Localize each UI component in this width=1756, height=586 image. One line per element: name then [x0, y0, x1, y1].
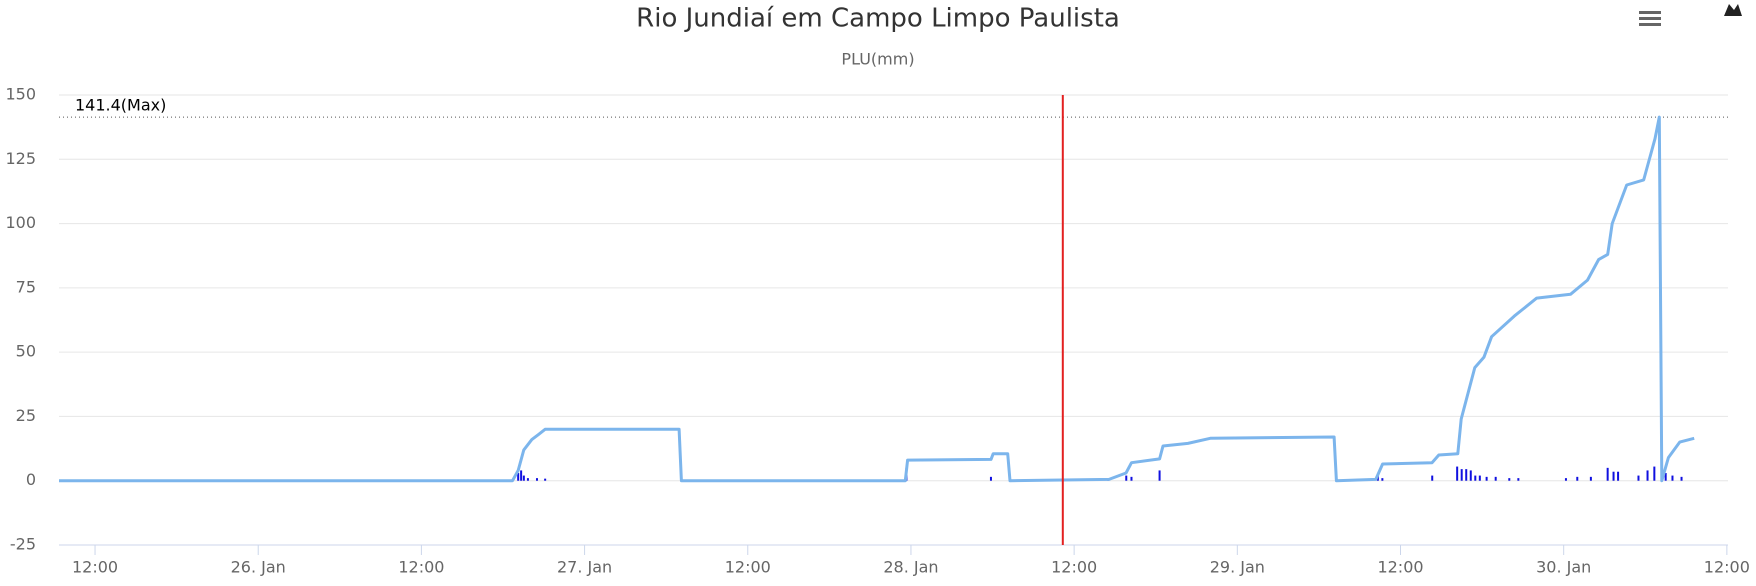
menu-bar: [1639, 17, 1661, 20]
x-tick-label: 12:00: [398, 558, 444, 577]
menu-bar: [1639, 11, 1661, 14]
x-tick-label: 12:00: [1377, 558, 1423, 577]
menu-button[interactable]: [1636, 8, 1664, 32]
max-label: 141.4(Max): [75, 96, 166, 115]
menu-bar: [1639, 23, 1661, 26]
rain-bar: [1617, 471, 1620, 481]
rain-bar: [1680, 476, 1683, 481]
rain-bar: [1508, 478, 1511, 481]
y-tick-label: 150: [5, 85, 36, 104]
rain-bar: [1478, 475, 1481, 481]
rain-bar: [526, 478, 529, 481]
rain-bar: [1469, 470, 1472, 481]
x-tick-label: 30. Jan: [1536, 558, 1591, 577]
rain-bar: [1456, 466, 1459, 481]
rain-bar: [544, 478, 547, 481]
x-tick-label: 26. Jan: [231, 558, 286, 577]
rain-bar: [1158, 470, 1161, 481]
rain-bar: [1494, 476, 1497, 481]
y-tick-label: 125: [5, 149, 36, 168]
rain-bar: [1564, 478, 1567, 481]
rain-bar: [1125, 475, 1128, 481]
series-line: [59, 115, 1695, 483]
chart-subtitle: PLU(mm): [841, 50, 914, 69]
rain-bar: [1589, 476, 1592, 481]
rain-bar: [1646, 470, 1649, 481]
rain-bar: [1431, 475, 1434, 481]
rain-bar: [989, 476, 992, 481]
x-tick-label: 27. Jan: [557, 558, 612, 577]
rain-bar: [1381, 478, 1384, 481]
rain-bar: [535, 478, 538, 481]
rain-bar: [1637, 475, 1640, 481]
x-tick-label: 29. Jan: [1210, 558, 1265, 577]
y-tick-label: 50: [16, 342, 36, 361]
y-tick-label: -25: [10, 535, 36, 554]
x-tick-label: 12:00: [725, 558, 771, 577]
x-tick-label: 28. Jan: [883, 558, 938, 577]
rain-bar: [1664, 473, 1667, 481]
rain-bar: [1460, 469, 1463, 481]
rain-bar: [1612, 471, 1615, 481]
rain-bar: [520, 470, 523, 481]
rain-bar: [1576, 476, 1579, 481]
rain-bar: [1653, 466, 1656, 481]
x-tick-label: 12:00: [1704, 558, 1750, 577]
rain-bar: [1130, 476, 1133, 481]
chart-title: Rio Jundiaí em Campo Limpo Paulista: [636, 4, 1120, 34]
rain-bar: [522, 475, 525, 481]
y-tick-label: 75: [16, 277, 36, 296]
rain-bar: [1485, 476, 1488, 481]
rain-bar: [1671, 475, 1674, 481]
x-tick-label: 12:00: [1051, 558, 1097, 577]
rain-bar: [1606, 467, 1609, 481]
y-tick-label: 25: [16, 406, 36, 425]
rain-bar: [1465, 469, 1468, 481]
y-tick-label: 100: [5, 213, 36, 232]
rain-bar: [1474, 475, 1477, 481]
y-tick-label: 0: [26, 470, 36, 489]
rain-bar: [517, 473, 520, 481]
rain-bar: [1517, 478, 1520, 481]
x-tick-label: 12:00: [72, 558, 118, 577]
icon[interactable]: [1724, 4, 1742, 16]
